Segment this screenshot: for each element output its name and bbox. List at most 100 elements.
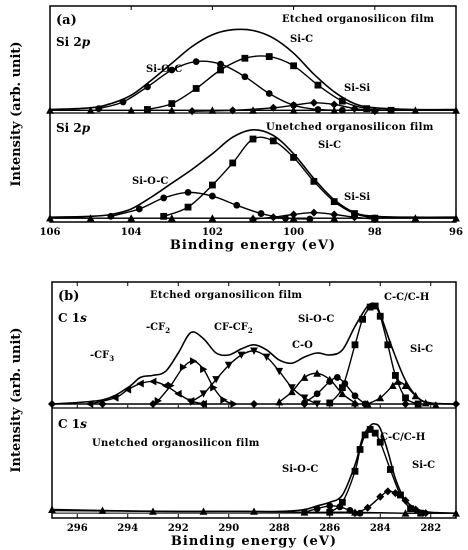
x-axis-title-a: Binding energy (eV) [170,238,336,253]
b-etched-c-c-c-h-point [384,341,392,349]
a-etched-si-c-point [217,66,224,74]
a-unetched-si-c-point [330,198,338,205]
a-unetched-si-c-point [269,137,277,145]
b-etched-baseline-point [98,399,107,408]
b-unetched-baseline-point [351,508,359,516]
b-etched-cf2-point [154,397,162,405]
b1-film-label: Etched organosilicon film [150,290,302,301]
b-etched-si-c-point [376,393,385,402]
b-etched-cf-cf2-line [190,350,318,405]
b-unetched-si-c-point [383,487,392,496]
b-etched-si-o-c-point [333,374,341,381]
b-unetched-c-c-c-h-point [407,505,414,513]
b-unetched-c-c-c-h-point [366,426,374,433]
b-etched-c-c-c-h-point [366,303,374,311]
y-axis-title-a: Intensity (arb. unit) [9,41,24,186]
b-etched-baseline-point [199,399,208,408]
b1-cchx-label: C-C/C-H [384,292,429,303]
b-unetched-si-c-point [363,503,372,512]
b-etched-cf3-point [161,381,170,390]
a-unetched-si-o-c-point [233,201,241,209]
a-unetched-baseline-point [370,214,379,222]
panel-a-label: (a) [56,13,77,28]
b-unetched-c-c-c-h-point [397,491,404,499]
b-etched-si-c-point [388,381,397,389]
b-etched-cf2-point [190,357,198,366]
b-unetched-si-c-point [376,492,385,501]
a-etched-si-si-point [309,98,318,107]
a-x-tick-label: 96 [449,227,463,238]
a-etched-si-o-c-point [241,73,249,81]
a-unetched-baseline-point [86,214,95,222]
b-unetched-envelope-line [51,422,457,514]
a1-sic-label: Si-C [290,34,313,45]
b-etched-cf-cf2-point [275,367,284,376]
a2-sic-label: Si-C [318,140,341,151]
plot-b-etched [48,302,460,409]
a-unetched-si-c-point [209,181,216,189]
b-etched-c-c-c-h-point [371,302,379,310]
a-unetched-si-si-point [309,208,318,217]
b2-sioc-label: Si-O-C [282,464,318,475]
b1-co-label: C-O [292,340,313,351]
b1-cf2-label: -CF2 [146,322,170,335]
b2-film-label: Unetched organosilicon film [92,438,260,449]
a-unetched-baseline-point [330,214,339,222]
a-etched-si-si-point [188,107,197,116]
plot-b-unetched [48,422,460,518]
a-unetched-si-c-point [229,159,237,167]
a-unetched-baseline-point [167,214,176,222]
b-etched-c-c-c-h-point [392,372,399,379]
a-unetched-si-o-c-point [135,205,143,213]
a-etched-si-c-point [338,97,346,105]
b-etched-cf3-line [89,380,204,405]
a-unetched-si-o-c-point [257,210,265,217]
b-etched-cf3-point [111,393,119,402]
a-etched-si-o-c-point [168,66,176,74]
b-etched-c-c-c-h-point [402,394,409,402]
a-unetched-baseline-point [249,214,257,222]
panel-b: 296 294 292 290 288 286 284 282 (b) C 1s Etched… [9,281,460,549]
a-unetched-si-si-point [350,213,359,222]
a-etched-si-c-point [168,100,176,107]
a-etched-si-c-point [144,106,151,113]
b-unetched-c-c-c-h-point [371,429,379,437]
a2-sisi-label: Si-Si [344,192,370,203]
a-etched-si-o-c-point [217,60,224,68]
b-unetched-baseline-point [401,509,410,517]
a-etched-si-c-point [192,85,200,92]
b-etched-cf-cf2-point [250,347,258,355]
a2-core-label: Si 2p [56,121,91,135]
b-etched-envelope-line [51,302,457,405]
b-x-tick-label: 296 [67,523,88,534]
a1-sioc-label: Si-O-C [146,64,182,75]
b-x-tick-label: 290 [218,523,239,534]
x-axis-title-b: Binding energy (eV) [171,534,337,549]
b-etched-baseline-point [149,399,157,408]
panel-a-frame [49,5,457,223]
a-unetched-envelope-line [49,128,457,219]
b-unetched-c-c-c-h-point [386,466,394,473]
b-etched-baseline-point [401,399,410,408]
a1-sisi-label: Si-Si [344,83,370,94]
b-etched-c-o-point [313,369,322,377]
b-unetched-si-c-point [391,489,400,498]
a-unetched-si-c-point [160,212,168,220]
b-etched-c-c-c-h-point [338,384,346,392]
b-x-tick-label: 284 [370,523,391,534]
a-etched-si-o-c-point [314,106,322,113]
plot-a-unetched [46,128,460,224]
a-etched-si-c-point [363,105,371,113]
b-etched-cf-cf2-point [186,398,195,406]
a-unetched-si-o-c-point [160,194,168,202]
a-etched-baseline-point [249,106,257,114]
b-etched-c-o-point [287,387,296,396]
b1-cfcf2-label: CF-CF2 [214,322,253,335]
b-etched-cf-cf2-point [224,361,233,370]
panel-b-label: (b) [58,289,79,304]
b-etched-cf-cf2-point [237,351,246,359]
a-x-tick-label: 104 [121,227,142,238]
b-etched-cf2-point [179,363,188,372]
b-etched-c-c-c-h-point [351,341,359,349]
